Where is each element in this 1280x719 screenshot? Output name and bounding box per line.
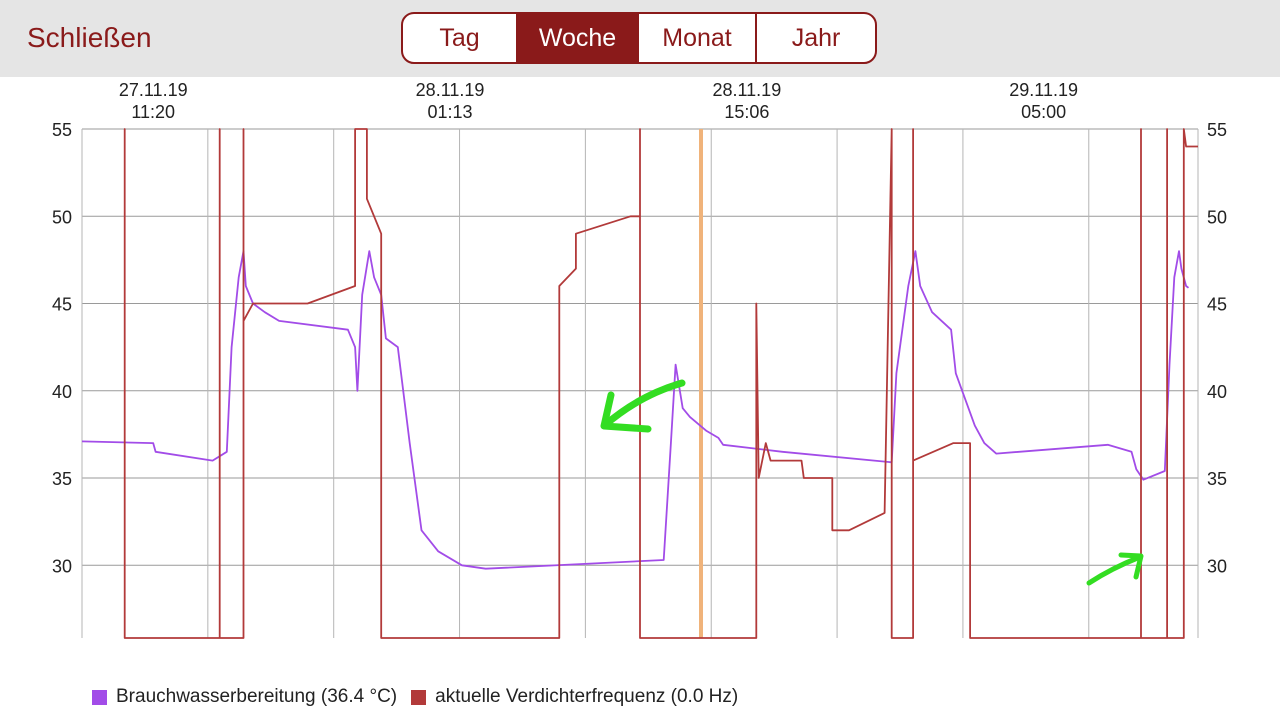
annotation-arrow bbox=[1086, 554, 1143, 586]
x-tick-date: 28.11.19 bbox=[416, 80, 485, 100]
tab-tag[interactable]: Tag bbox=[403, 14, 519, 62]
y-tick-label-left: 45 bbox=[52, 295, 72, 315]
y-tick-label-right: 50 bbox=[1207, 207, 1227, 227]
tab-jahr[interactable]: Jahr bbox=[791, 23, 841, 52]
close-button[interactable]: Schließen bbox=[27, 22, 152, 53]
legend-swatch-purple bbox=[92, 689, 107, 705]
y-tick-label-left: 40 bbox=[52, 382, 72, 402]
legend: Brauchwasserbereitung (36.4 °C) aktuelle… bbox=[92, 686, 752, 708]
y-tick-label-left: 50 bbox=[52, 207, 72, 227]
y-tick-label-left: 30 bbox=[52, 556, 72, 576]
y-tick-label-right: 35 bbox=[1207, 469, 1227, 489]
series-line-verdichter bbox=[123, 128, 1198, 639]
legend-swatch-red bbox=[411, 689, 427, 705]
x-tick-date: 27.11.19 bbox=[119, 80, 188, 100]
y-tick-label-right: 45 bbox=[1207, 295, 1227, 315]
legend-label: aktuelle Verdichterfrequenz (0.0 Hz) bbox=[435, 686, 739, 707]
x-tick-date: 28.11.19 bbox=[712, 80, 781, 100]
y-tick-label-right: 30 bbox=[1207, 556, 1227, 576]
legend-item-brauchwasser: Brauchwasserbereitung (36.4 °C) bbox=[92, 686, 397, 708]
y-tick-label-right: 55 bbox=[1207, 120, 1227, 140]
series-line-brauchwasser bbox=[81, 250, 1190, 570]
x-tick-time: 11:20 bbox=[131, 102, 175, 122]
annotation-arrow-head bbox=[600, 391, 652, 433]
period-segmented-control: Tag Woche Monat Jahr bbox=[401, 12, 877, 64]
x-tick-date: 29.11.19 bbox=[1009, 80, 1078, 100]
tab-monat[interactable]: Monat bbox=[639, 14, 758, 62]
y-tick-label-left: 55 bbox=[52, 120, 72, 140]
x-tick-time: 05:00 bbox=[1021, 102, 1066, 122]
legend-label: Brauchwasserbereitung (36.4 °C) bbox=[116, 686, 398, 707]
annotation-arrow-head bbox=[1118, 552, 1144, 580]
top-bar: Schließen Tag Woche Monat Jahr bbox=[0, 0, 1280, 77]
tab-woche[interactable]: Woche bbox=[518, 14, 640, 62]
x-tick-time: 15:06 bbox=[724, 102, 769, 122]
annotation-arrow bbox=[601, 379, 686, 429]
x-tick-time: 01:13 bbox=[428, 102, 473, 122]
y-tick-label-left: 35 bbox=[52, 469, 72, 489]
legend-item-verdichter: aktuelle Verdichterfrequenz (0.0 Hz) bbox=[411, 686, 738, 708]
y-tick-label-right: 40 bbox=[1207, 382, 1227, 402]
